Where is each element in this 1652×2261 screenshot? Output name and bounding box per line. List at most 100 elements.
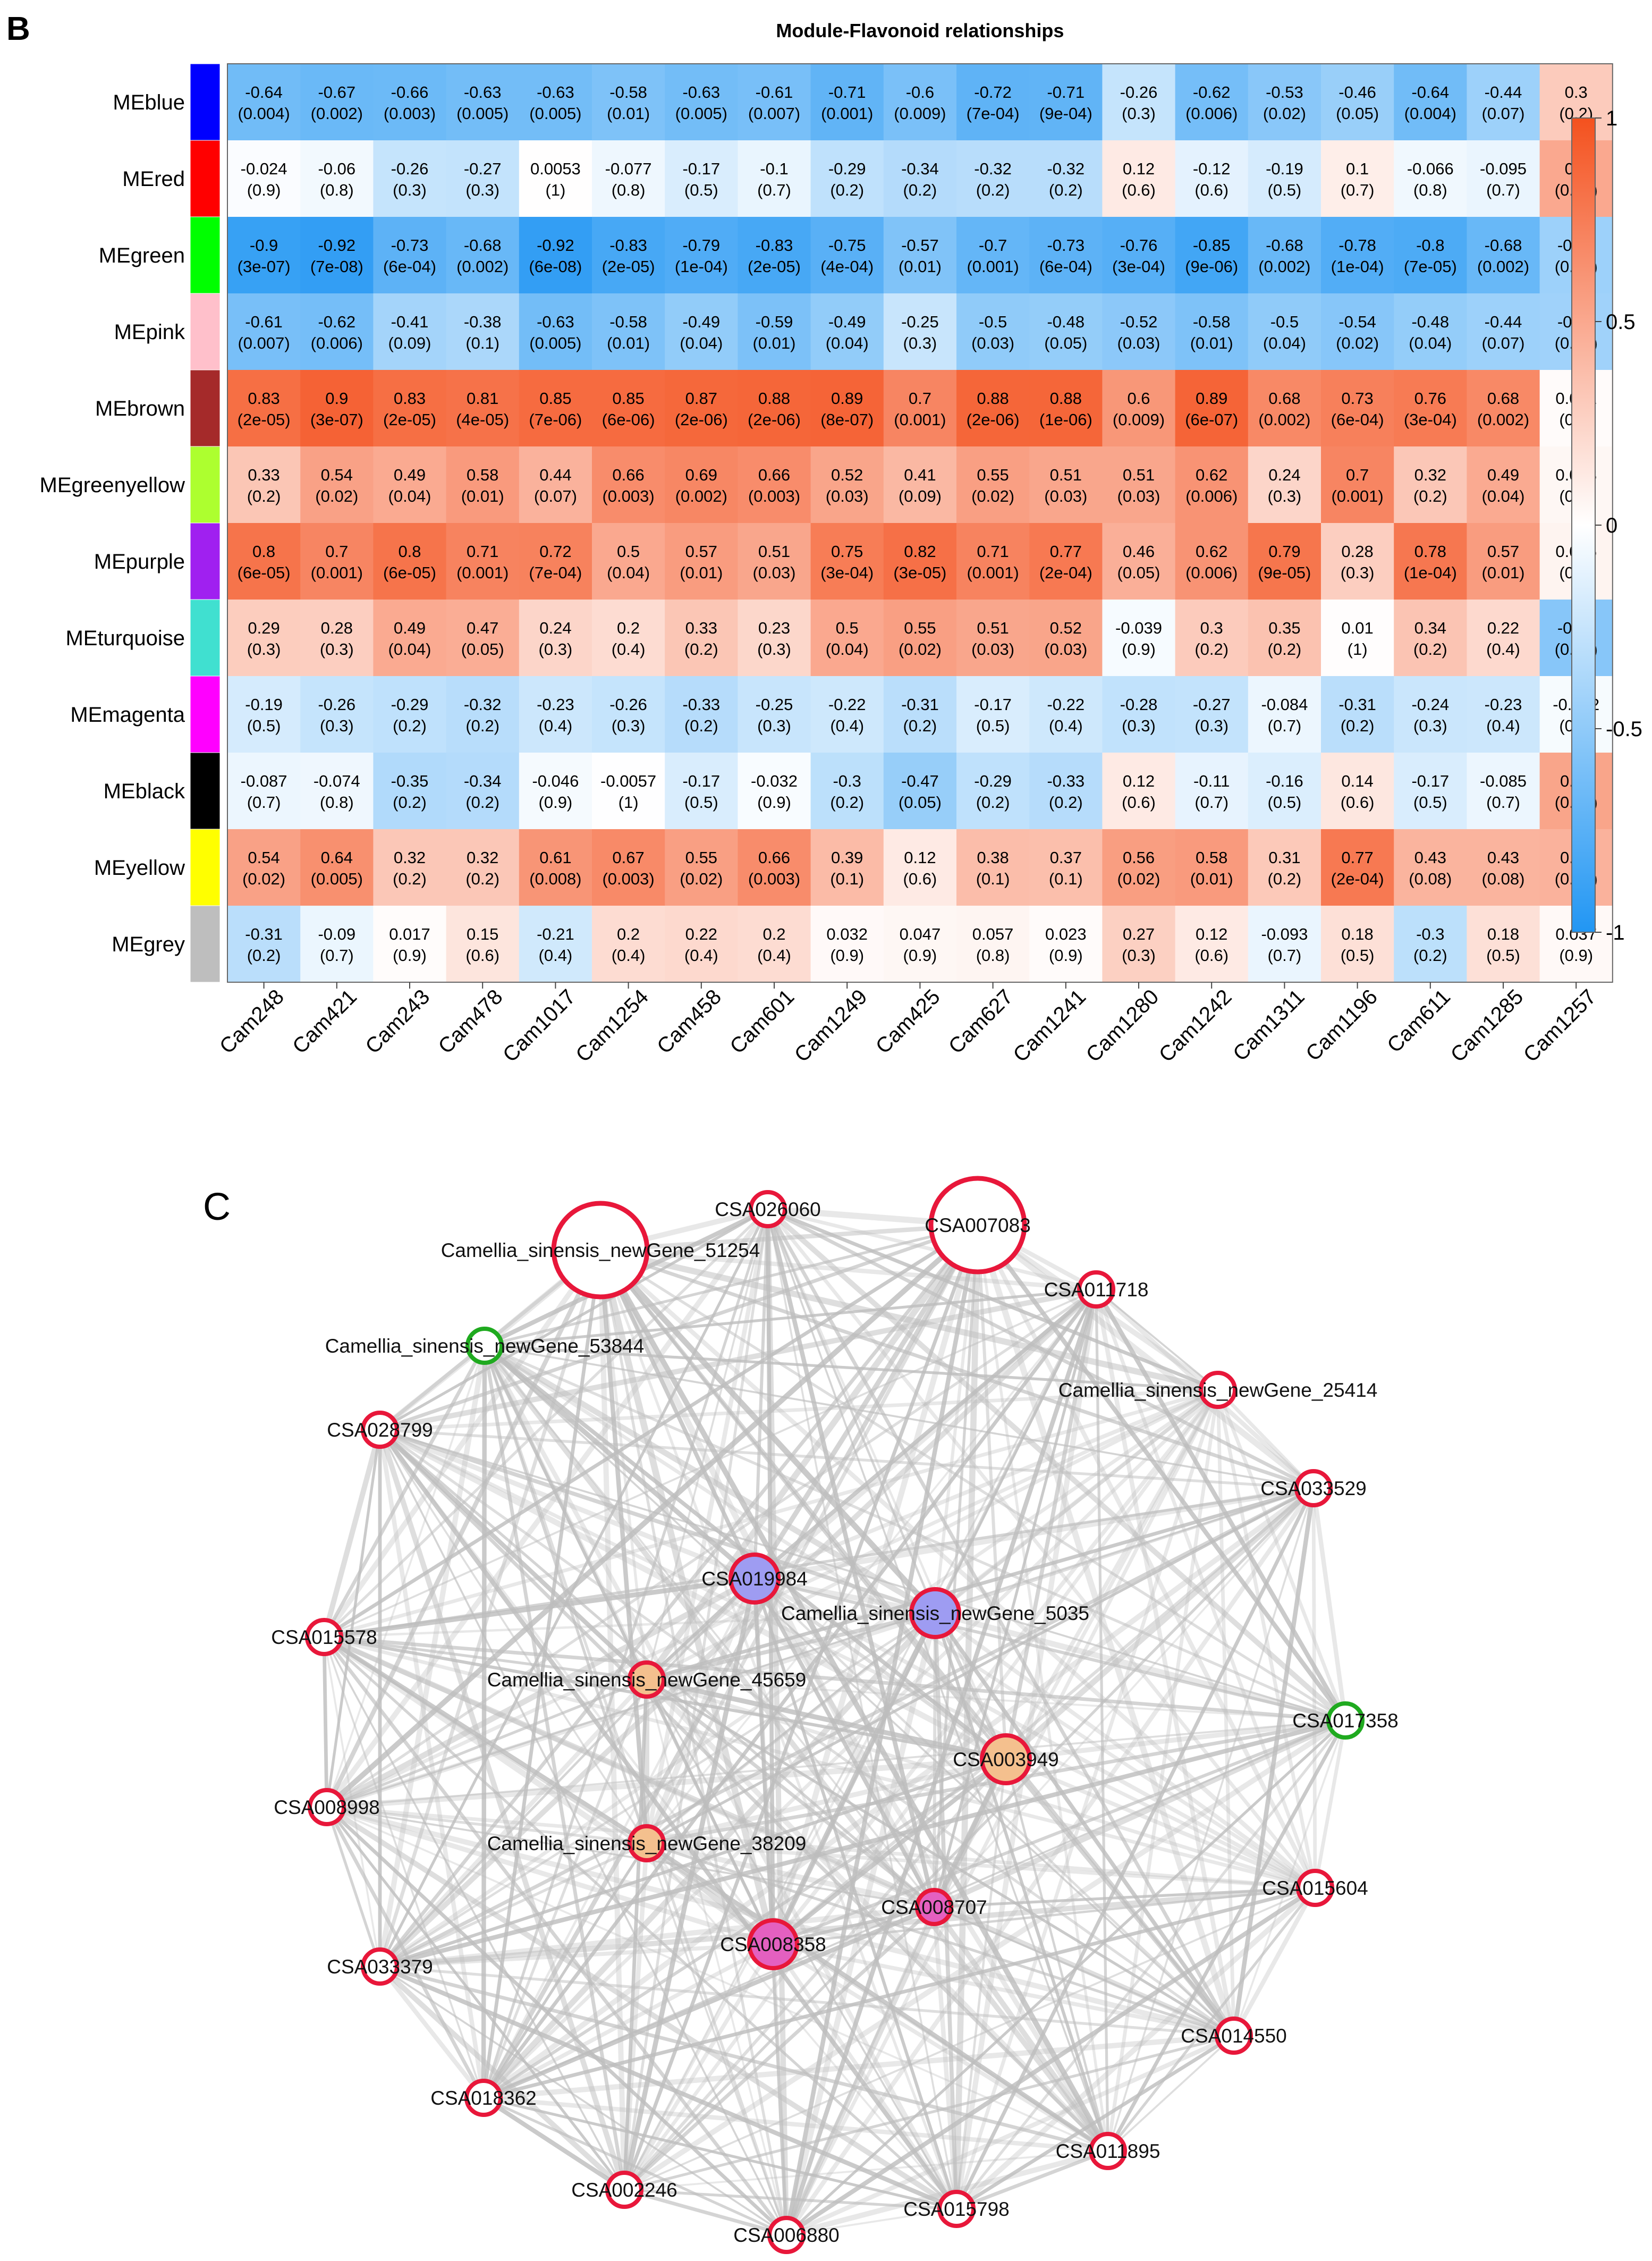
node-label: CSA014550 <box>1181 2025 1287 2047</box>
cell-pvalue: (0.002) <box>1258 257 1310 276</box>
cell-pvalue: (0.003) <box>602 870 654 888</box>
cell-value: 0.66 <box>758 466 790 484</box>
x-tick-label: Cam1017 <box>498 985 580 1067</box>
cell-value: 0.83 <box>394 389 426 408</box>
cell-pvalue: (1) <box>545 181 565 199</box>
cell-value: 0.7 <box>1346 466 1369 484</box>
cell-pvalue: (0.01) <box>1190 870 1233 888</box>
cell-pvalue: (0.03) <box>1117 487 1160 505</box>
cell-pvalue: (9e-05) <box>1258 563 1311 582</box>
cell-value: -0.79 <box>682 236 720 255</box>
heatmap-cell <box>883 600 957 677</box>
row-label: MEpurple <box>94 550 185 573</box>
cell-value: -0.5 <box>1270 313 1299 331</box>
cell-value: -0.12 <box>1193 159 1231 178</box>
cell-value: 0.51 <box>758 542 790 561</box>
cell-value: -0.9 <box>250 236 278 255</box>
heatmap-cell <box>446 446 520 524</box>
cell-value: -0.11 <box>1193 772 1230 790</box>
network-edge <box>766 1207 1348 1723</box>
network-edge <box>624 1887 1316 2191</box>
heatmap-cell <box>300 753 374 830</box>
network-edge <box>482 2096 626 2192</box>
cell-value: 0.56 <box>1123 848 1155 867</box>
cell-pvalue: (0.7) <box>247 793 281 812</box>
cell-pvalue: (0.3) <box>757 640 791 659</box>
network-node <box>465 1327 504 1365</box>
network-edge <box>379 1427 756 1581</box>
heatmap-cell <box>665 217 738 294</box>
cell-pvalue: (7e-04) <box>967 104 1020 123</box>
cell-value: 0.87 <box>685 389 717 408</box>
network-edge <box>766 1209 937 1614</box>
cell-value: -0.024 <box>241 159 287 178</box>
x-tick-label: Cam248 <box>215 985 289 1058</box>
network-edge <box>1232 1886 1317 2037</box>
cell-value: 0.8 <box>252 542 275 561</box>
heatmap-cell <box>1248 676 1321 753</box>
cell-pvalue: (0.3) <box>320 640 354 659</box>
heatmap-cell <box>373 753 447 830</box>
network-node <box>749 1190 787 1228</box>
heatmap-cell <box>1394 370 1467 447</box>
heatmap-cell <box>1321 753 1394 830</box>
cell-value: -0.92 <box>537 236 574 255</box>
heatmap-cell <box>1029 293 1103 370</box>
cell-value: -0.68 <box>464 236 502 255</box>
network-edge <box>482 1758 1007 2099</box>
cell-pvalue: (0.01) <box>1190 334 1233 352</box>
cell-value: 0.12 <box>904 848 936 867</box>
x-tick-label: Cam243 <box>361 985 434 1058</box>
cell-value: 0.47 <box>467 619 498 637</box>
network-edge <box>379 1964 1108 2153</box>
cell-pvalue: (0.7) <box>320 946 354 965</box>
heatmap-cell <box>373 446 447 524</box>
cell-value: 0.78 <box>1414 542 1446 561</box>
cell-pvalue: (0.3) <box>1122 716 1156 735</box>
network-edge <box>976 1224 1317 1889</box>
heatmap-cell <box>592 140 665 217</box>
cell-pvalue: (0.05) <box>1336 104 1379 123</box>
network-node <box>1294 1469 1333 1507</box>
cell-pvalue: (0.2) <box>393 716 427 735</box>
cell-pvalue: (0.03) <box>971 334 1014 352</box>
row-color-swatch <box>190 599 221 677</box>
cell-value: -0.09 <box>318 925 355 943</box>
heatmap-cell <box>1321 523 1394 600</box>
cell-pvalue: (0.2) <box>1413 946 1447 965</box>
heatmap-cell <box>956 600 1030 677</box>
heatmap-cell <box>373 140 447 217</box>
x-tick-label: Cam1241 <box>1009 985 1090 1067</box>
heatmap-cell <box>300 370 374 447</box>
heatmap-cell <box>446 906 520 983</box>
network-edge <box>379 1429 648 1844</box>
cell-value: 0.58 <box>467 466 498 484</box>
cell-value: -0.35 <box>391 772 429 790</box>
cell-value: 0.71 <box>977 542 1009 561</box>
cell-value: -0.59 <box>756 313 793 331</box>
network-edge <box>646 1288 1097 1844</box>
network-edge <box>1231 1488 1316 2036</box>
cell-pvalue: (0.4) <box>1049 716 1083 735</box>
cell-value: 0.55 <box>977 466 1009 484</box>
cell-value: 0.44 <box>539 466 571 484</box>
heatmap-cell <box>1102 293 1176 370</box>
heatmap-cell <box>300 600 374 677</box>
cell-value: -0.67 <box>318 83 355 102</box>
network-edge <box>325 1806 626 2191</box>
network-edge <box>934 1906 1234 2037</box>
heatmap-cell <box>738 293 811 370</box>
heatmap-cell <box>373 370 447 447</box>
cell-pvalue: (0.7) <box>1486 793 1520 812</box>
cell-value: -0.68 <box>1266 236 1303 255</box>
heatmap-cell <box>1175 140 1249 217</box>
heatmap-cell <box>1029 523 1103 600</box>
cell-value: 0.38 <box>977 848 1009 867</box>
network-edge <box>326 1487 1314 1808</box>
cell-value: -0.73 <box>1047 236 1085 255</box>
network-edge <box>379 1718 1346 1969</box>
cell-pvalue: (0.2) <box>903 181 937 199</box>
cell-value: 0.52 <box>831 466 863 484</box>
heatmap-cell <box>592 906 665 983</box>
heatmap-cell <box>1029 600 1103 677</box>
